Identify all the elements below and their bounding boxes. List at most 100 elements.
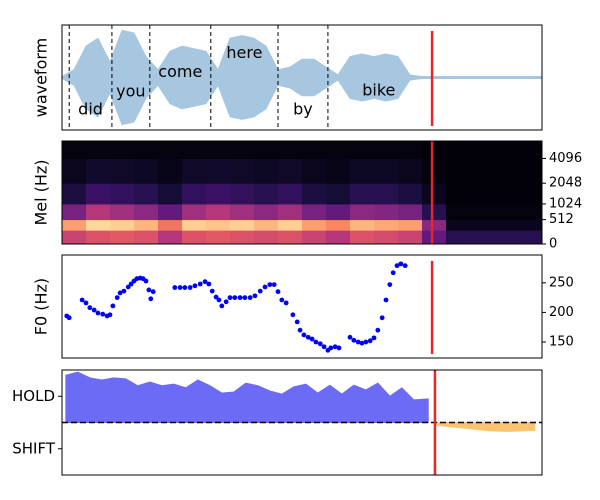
spectrogram-cell [446, 183, 471, 205]
spectrogram-cell [398, 158, 423, 184]
f0-point [351, 337, 357, 343]
spectrogram-cell [110, 183, 135, 205]
spectrogram-cell [302, 203, 327, 221]
spectrogram-cell [470, 219, 495, 231]
spectrogram-cell [398, 203, 423, 221]
spectrogram-cell [446, 203, 471, 221]
f0-point [283, 300, 289, 306]
f0-point [394, 263, 400, 269]
probability-area [65, 371, 429, 423]
f0-point [309, 336, 315, 342]
f0-point [237, 295, 243, 301]
y-tick-label: SHIFT [12, 439, 56, 457]
word-label: did [78, 100, 103, 119]
spectrogram-cell [182, 183, 207, 205]
spectrogram-cell [62, 230, 87, 245]
spectrogram-cell [254, 141, 279, 159]
spectrogram-cell [494, 183, 519, 205]
f0-point [297, 327, 303, 333]
spectrogram-cell [278, 158, 303, 184]
spectrogram-cell [470, 141, 495, 159]
spectrogram-cell [110, 141, 135, 159]
spectrogram-cell [374, 158, 399, 184]
spectrogram-cell [374, 183, 399, 205]
f0-point [66, 315, 72, 321]
spectrogram-cell [326, 203, 351, 221]
f0-point [219, 303, 225, 309]
spectrogram-cell [158, 230, 183, 245]
f0-point [247, 295, 253, 301]
spectrogram-cell [182, 203, 207, 221]
spectrogram-cell [278, 230, 303, 245]
spectrogram-cell [254, 158, 279, 184]
y-axis-label: F0 (Hz) [32, 278, 51, 335]
spectrogram-cell [206, 141, 231, 159]
spectrogram-cell [518, 183, 543, 205]
spectrogram-cell [518, 230, 543, 245]
spectrogram-cell [326, 230, 351, 245]
spectrogram-cell [278, 141, 303, 159]
f0-point [363, 339, 369, 345]
f0-point [213, 294, 219, 300]
spectrogram-cell [158, 219, 183, 231]
spectrogram-cell [230, 158, 255, 184]
axes-frame [61, 140, 543, 245]
spectrogram-cell [446, 230, 471, 245]
spectrogram-cell [62, 183, 87, 205]
spectrogram-cell [230, 141, 255, 159]
spectrogram-cell [158, 141, 183, 159]
spectrogram-cell [62, 203, 87, 221]
word-label: by [293, 100, 313, 119]
f0-point [192, 283, 198, 289]
spectrogram-cell [158, 183, 183, 205]
spectrogram-cell [254, 230, 279, 245]
spectrogram-cell [230, 230, 255, 245]
f0-point [128, 281, 134, 287]
f0-point [262, 284, 268, 290]
f0-point [95, 310, 101, 316]
f0-point [206, 281, 212, 287]
spectrogram-cell [206, 230, 231, 245]
y-axis-label: Mel (Hz) [32, 159, 51, 225]
f0-point [347, 334, 353, 340]
spectrogram-cell [182, 230, 207, 245]
y-tick-label: 150 [549, 335, 574, 350]
f0-point [79, 297, 85, 303]
f0-point [275, 289, 281, 295]
f0-point [91, 307, 97, 313]
spectrogram-cell [278, 183, 303, 205]
f0-point [187, 285, 193, 290]
f0-point [367, 338, 373, 344]
spectrogram-cell [182, 158, 207, 184]
spectrogram-cell [326, 183, 351, 205]
spectrogram-cell [62, 219, 87, 231]
f0-point [359, 340, 365, 346]
f0-point [305, 334, 311, 340]
f0-point [223, 299, 229, 305]
f0-point [279, 297, 285, 303]
spectrogram-cell [158, 158, 183, 184]
spectrogram-cell [470, 230, 495, 245]
spectrogram-cell [350, 183, 375, 205]
f0-point [267, 282, 273, 287]
f0-point [257, 288, 263, 294]
y-tick-label: 0 [549, 237, 557, 252]
spectrogram-cell [350, 141, 375, 159]
f0-point [313, 339, 319, 345]
spectrogram-cell [86, 158, 111, 184]
spectrogram-cell [422, 183, 447, 205]
spectrogram-cell [398, 230, 423, 245]
spectrogram-cell [182, 141, 207, 159]
spectrogram-cell [134, 203, 159, 221]
spectrogram-cell [86, 203, 111, 221]
spectrogram-cell [254, 219, 279, 231]
y-tick-label: 250 [549, 275, 574, 290]
f0-point [114, 295, 120, 301]
spectrogram-cell [398, 141, 423, 159]
spectrogram-cell [158, 203, 183, 221]
f0-point [232, 295, 238, 301]
spectrogram-cell [182, 219, 207, 231]
f0-point [125, 284, 131, 290]
f0-point [290, 312, 296, 318]
